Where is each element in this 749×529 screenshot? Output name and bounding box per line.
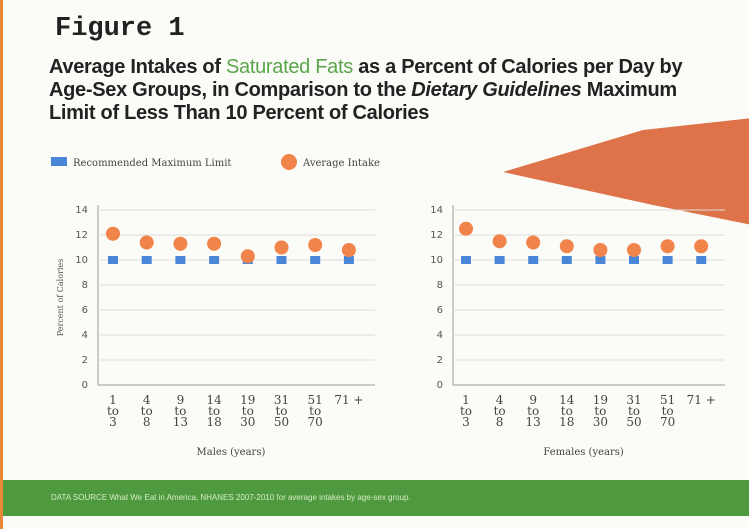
charts: 0 2 4 6 8 10 12 14 Percent of Calories 0 2 4 6 8 10 12 1… bbox=[56, 118, 749, 391]
x-tick-label: 1 to 3 bbox=[106, 393, 120, 429]
data-point bbox=[461, 256, 471, 264]
data-point bbox=[660, 239, 675, 254]
y-tick-label: 2 bbox=[82, 355, 88, 366]
headline-part: Average Intakes of bbox=[49, 56, 226, 78]
x-tick-label: 31 to 50 bbox=[273, 393, 290, 429]
x-tick-label: 1 to 3 bbox=[459, 393, 473, 429]
y-tick-label: 10 bbox=[430, 255, 443, 266]
legend-marker bbox=[281, 154, 297, 170]
data-point bbox=[173, 236, 188, 251]
data-point bbox=[310, 256, 321, 264]
figure-label: Figure 1 bbox=[55, 14, 185, 44]
data-point bbox=[459, 221, 473, 236]
data-point bbox=[629, 256, 639, 264]
x-tick-label: 31 to 50 bbox=[626, 393, 642, 429]
x-tick-label: 4 to 8 bbox=[493, 393, 506, 429]
data-point bbox=[593, 243, 608, 257]
legend-label: Average Intake bbox=[303, 158, 380, 169]
y-tick-label: 10 bbox=[75, 255, 88, 266]
footer-text: DATA SOURCE What We Eat in America, NHAN… bbox=[51, 493, 411, 502]
data-point bbox=[662, 256, 673, 264]
x-tick-label: 4 to 8 bbox=[140, 393, 153, 429]
y-tick-label: 2 bbox=[437, 355, 443, 366]
data-point bbox=[559, 239, 574, 254]
data-point bbox=[274, 240, 289, 255]
data-point bbox=[308, 238, 323, 252]
data-point bbox=[696, 256, 707, 264]
data-point bbox=[341, 243, 356, 257]
data-point bbox=[139, 235, 154, 250]
data-point bbox=[108, 256, 118, 264]
data-point bbox=[276, 256, 287, 264]
legend-marker bbox=[51, 157, 67, 166]
data-point bbox=[209, 256, 220, 264]
headline: Average Intakes of Saturated Fats as a P… bbox=[49, 56, 699, 125]
x-tick-label: 14 to 18 bbox=[559, 393, 575, 429]
x-axis-label: Males (years) bbox=[196, 447, 266, 458]
data-point bbox=[492, 234, 507, 249]
x-tick-label: 9 to 13 bbox=[525, 393, 541, 429]
footer-band: DATA SOURCE What We Eat in America, NHAN… bbox=[3, 480, 749, 516]
y-tick-label: 8 bbox=[437, 280, 443, 291]
data-point bbox=[106, 226, 120, 241]
data-point bbox=[141, 256, 152, 264]
data-point bbox=[627, 243, 641, 257]
y-tick-label: 12 bbox=[430, 230, 443, 241]
headline-part: Dietary Guidelines bbox=[411, 79, 582, 101]
x-tick-label: 51 to 70 bbox=[659, 393, 676, 429]
y-tick-label: 0 bbox=[437, 380, 443, 391]
x-tick-label: 71 + bbox=[334, 393, 364, 407]
y-tick-label: 14 bbox=[430, 205, 443, 216]
data-point bbox=[526, 235, 541, 250]
x-axis-label: Females (years) bbox=[543, 447, 624, 458]
y-tick-label: 14 bbox=[75, 205, 88, 216]
x-tick-label: 19 to 30 bbox=[592, 393, 609, 429]
data-point bbox=[561, 256, 572, 264]
y-tick-label: 6 bbox=[437, 305, 443, 316]
y-axis-label: Percent of Calories bbox=[56, 259, 65, 337]
x-tick-label: 19 to 30 bbox=[240, 393, 256, 429]
y-tick-label: 6 bbox=[82, 305, 88, 316]
y-tick-label: 4 bbox=[82, 330, 88, 341]
data-point bbox=[207, 236, 222, 251]
data-point bbox=[494, 256, 505, 264]
y-tick-label: 12 bbox=[75, 230, 88, 241]
y-tick-label: 4 bbox=[437, 330, 443, 341]
data-point bbox=[240, 249, 255, 264]
x-tick-label: 14 to 18 bbox=[206, 393, 222, 429]
data-point bbox=[694, 239, 709, 254]
data-point bbox=[528, 256, 539, 264]
legend-label: Recommended Maximum Limit bbox=[73, 158, 232, 169]
x-tick-label: 51 to 70 bbox=[307, 393, 323, 429]
data-point bbox=[175, 256, 186, 264]
x-tick-label: 9 to 13 bbox=[172, 393, 189, 429]
headline-part: Saturated Fats bbox=[225, 56, 353, 78]
headline-part: Maximum Limit of Less Than 10 Percent of… bbox=[49, 79, 677, 124]
data-point bbox=[595, 256, 606, 264]
headline-part: as a Percent of Calories per Day by Age-… bbox=[49, 56, 683, 101]
pizza-decoration bbox=[503, 118, 749, 225]
x-tick-label: 71 + bbox=[686, 393, 716, 407]
data-point bbox=[343, 256, 354, 264]
y-tick-label: 0 bbox=[82, 380, 88, 391]
y-tick-label: 8 bbox=[82, 280, 88, 291]
